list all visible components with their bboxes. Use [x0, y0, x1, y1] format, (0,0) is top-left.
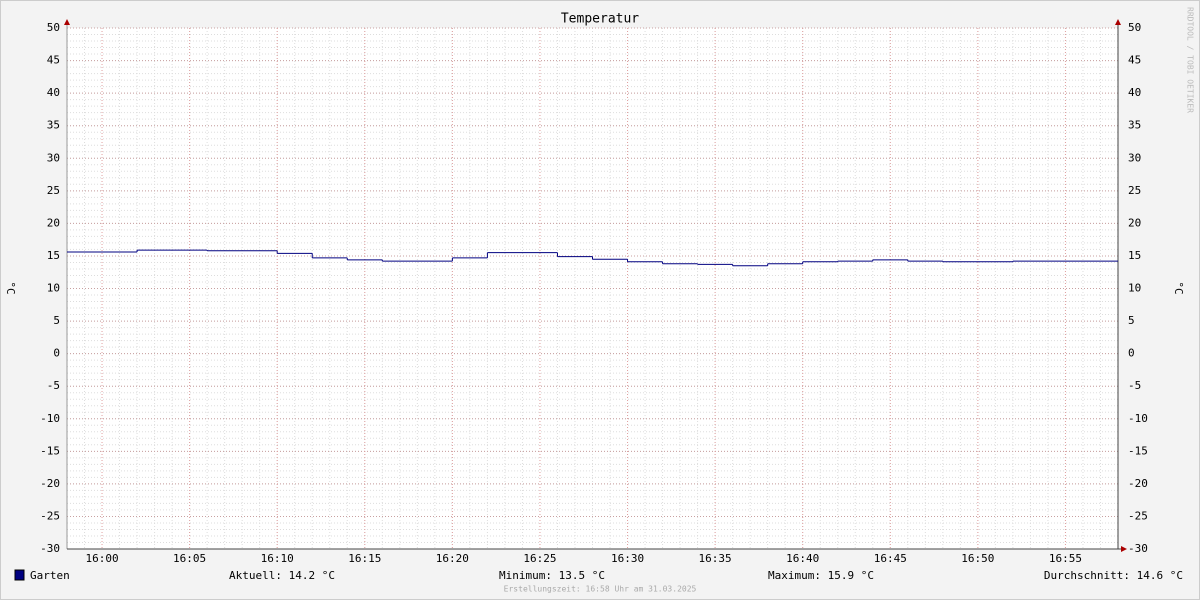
y-tick-label: -15 [40, 444, 60, 457]
x-tick-label: 16:40 [786, 552, 819, 565]
x-tick-label: 16:10 [261, 552, 294, 565]
x-tick-label: 16:45 [874, 552, 907, 565]
x-tick-label: 16:30 [611, 552, 644, 565]
y2-tick-label: -20 [1128, 477, 1148, 490]
y-tick-label: 5 [53, 314, 60, 327]
legend-label: Garten [30, 569, 70, 582]
legend-stat: Durchschnitt: 14.6 °C [1044, 569, 1183, 582]
y-tick-label: -25 [40, 509, 60, 522]
x-tick-label: 16:05 [173, 552, 206, 565]
y2-tick-label: -25 [1128, 509, 1148, 522]
y-tick-label: -5 [47, 379, 60, 392]
grid [66, 27, 1119, 550]
x-tick-label: 16:15 [348, 552, 381, 565]
axis-arrow [1115, 19, 1121, 25]
y2-tick-label: 5 [1128, 314, 1135, 327]
x-tick-label: 16:35 [699, 552, 732, 565]
footer: Erstellungszeit: 16:58 Uhr am 31.03.2025 [504, 585, 697, 594]
y-tick-label: 35 [47, 119, 60, 132]
y-tick-label: 0 [53, 347, 60, 360]
x-tick-label: 16:20 [436, 552, 469, 565]
watermark: RRDTOOL / TOBI OETIKER [1186, 7, 1195, 113]
y-tick-label: 30 [47, 151, 60, 164]
y2-tick-label: -5 [1128, 379, 1141, 392]
x-tick-label: 16:00 [85, 552, 118, 565]
y2-tick-label: 0 [1128, 347, 1135, 360]
axis-arrow [1121, 546, 1127, 552]
y2-tick-label: -30 [1128, 542, 1148, 555]
legend-swatch [14, 569, 25, 581]
axis-arrow [64, 19, 70, 25]
y2-axis-label: °C [1172, 281, 1185, 294]
y2-tick-label: 40 [1128, 86, 1141, 99]
legend-stat: Minimum: 13.5 °C [499, 569, 605, 582]
x-tick-label: 16:25 [523, 552, 556, 565]
y2-tick-label: -15 [1128, 444, 1148, 457]
legend-stat: Maximum: 15.9 °C [768, 569, 874, 582]
y-tick-label: -10 [40, 412, 60, 425]
y-tick-label: 50 [47, 21, 60, 34]
x-tick-label: 16:55 [1049, 552, 1082, 565]
legend-stat: Aktuell: 14.2 °C [229, 569, 335, 582]
y-tick-label: 15 [47, 249, 60, 262]
y-tick-label: -20 [40, 477, 60, 490]
y-tick-label: 40 [47, 86, 60, 99]
y-tick-label: 45 [47, 54, 60, 67]
y2-tick-label: 15 [1128, 249, 1141, 262]
y2-tick-label: -10 [1128, 412, 1148, 425]
y-tick-label: 25 [47, 184, 60, 197]
y2-tick-label: 45 [1128, 54, 1141, 67]
y-axis-label: °C [4, 281, 17, 294]
y-tick-label: 20 [47, 216, 60, 229]
y2-tick-label: 20 [1128, 216, 1141, 229]
y2-tick-label: 10 [1128, 282, 1141, 295]
y2-tick-label: 30 [1128, 151, 1141, 164]
y-tick-label: -30 [40, 542, 60, 555]
y2-tick-label: 25 [1128, 184, 1141, 197]
y2-tick-label: 35 [1128, 119, 1141, 132]
y2-tick-label: 50 [1128, 21, 1141, 34]
y-tick-label: 10 [47, 282, 60, 295]
x-tick-label: 16:50 [961, 552, 994, 565]
chart-title: Temperatur [561, 12, 639, 27]
